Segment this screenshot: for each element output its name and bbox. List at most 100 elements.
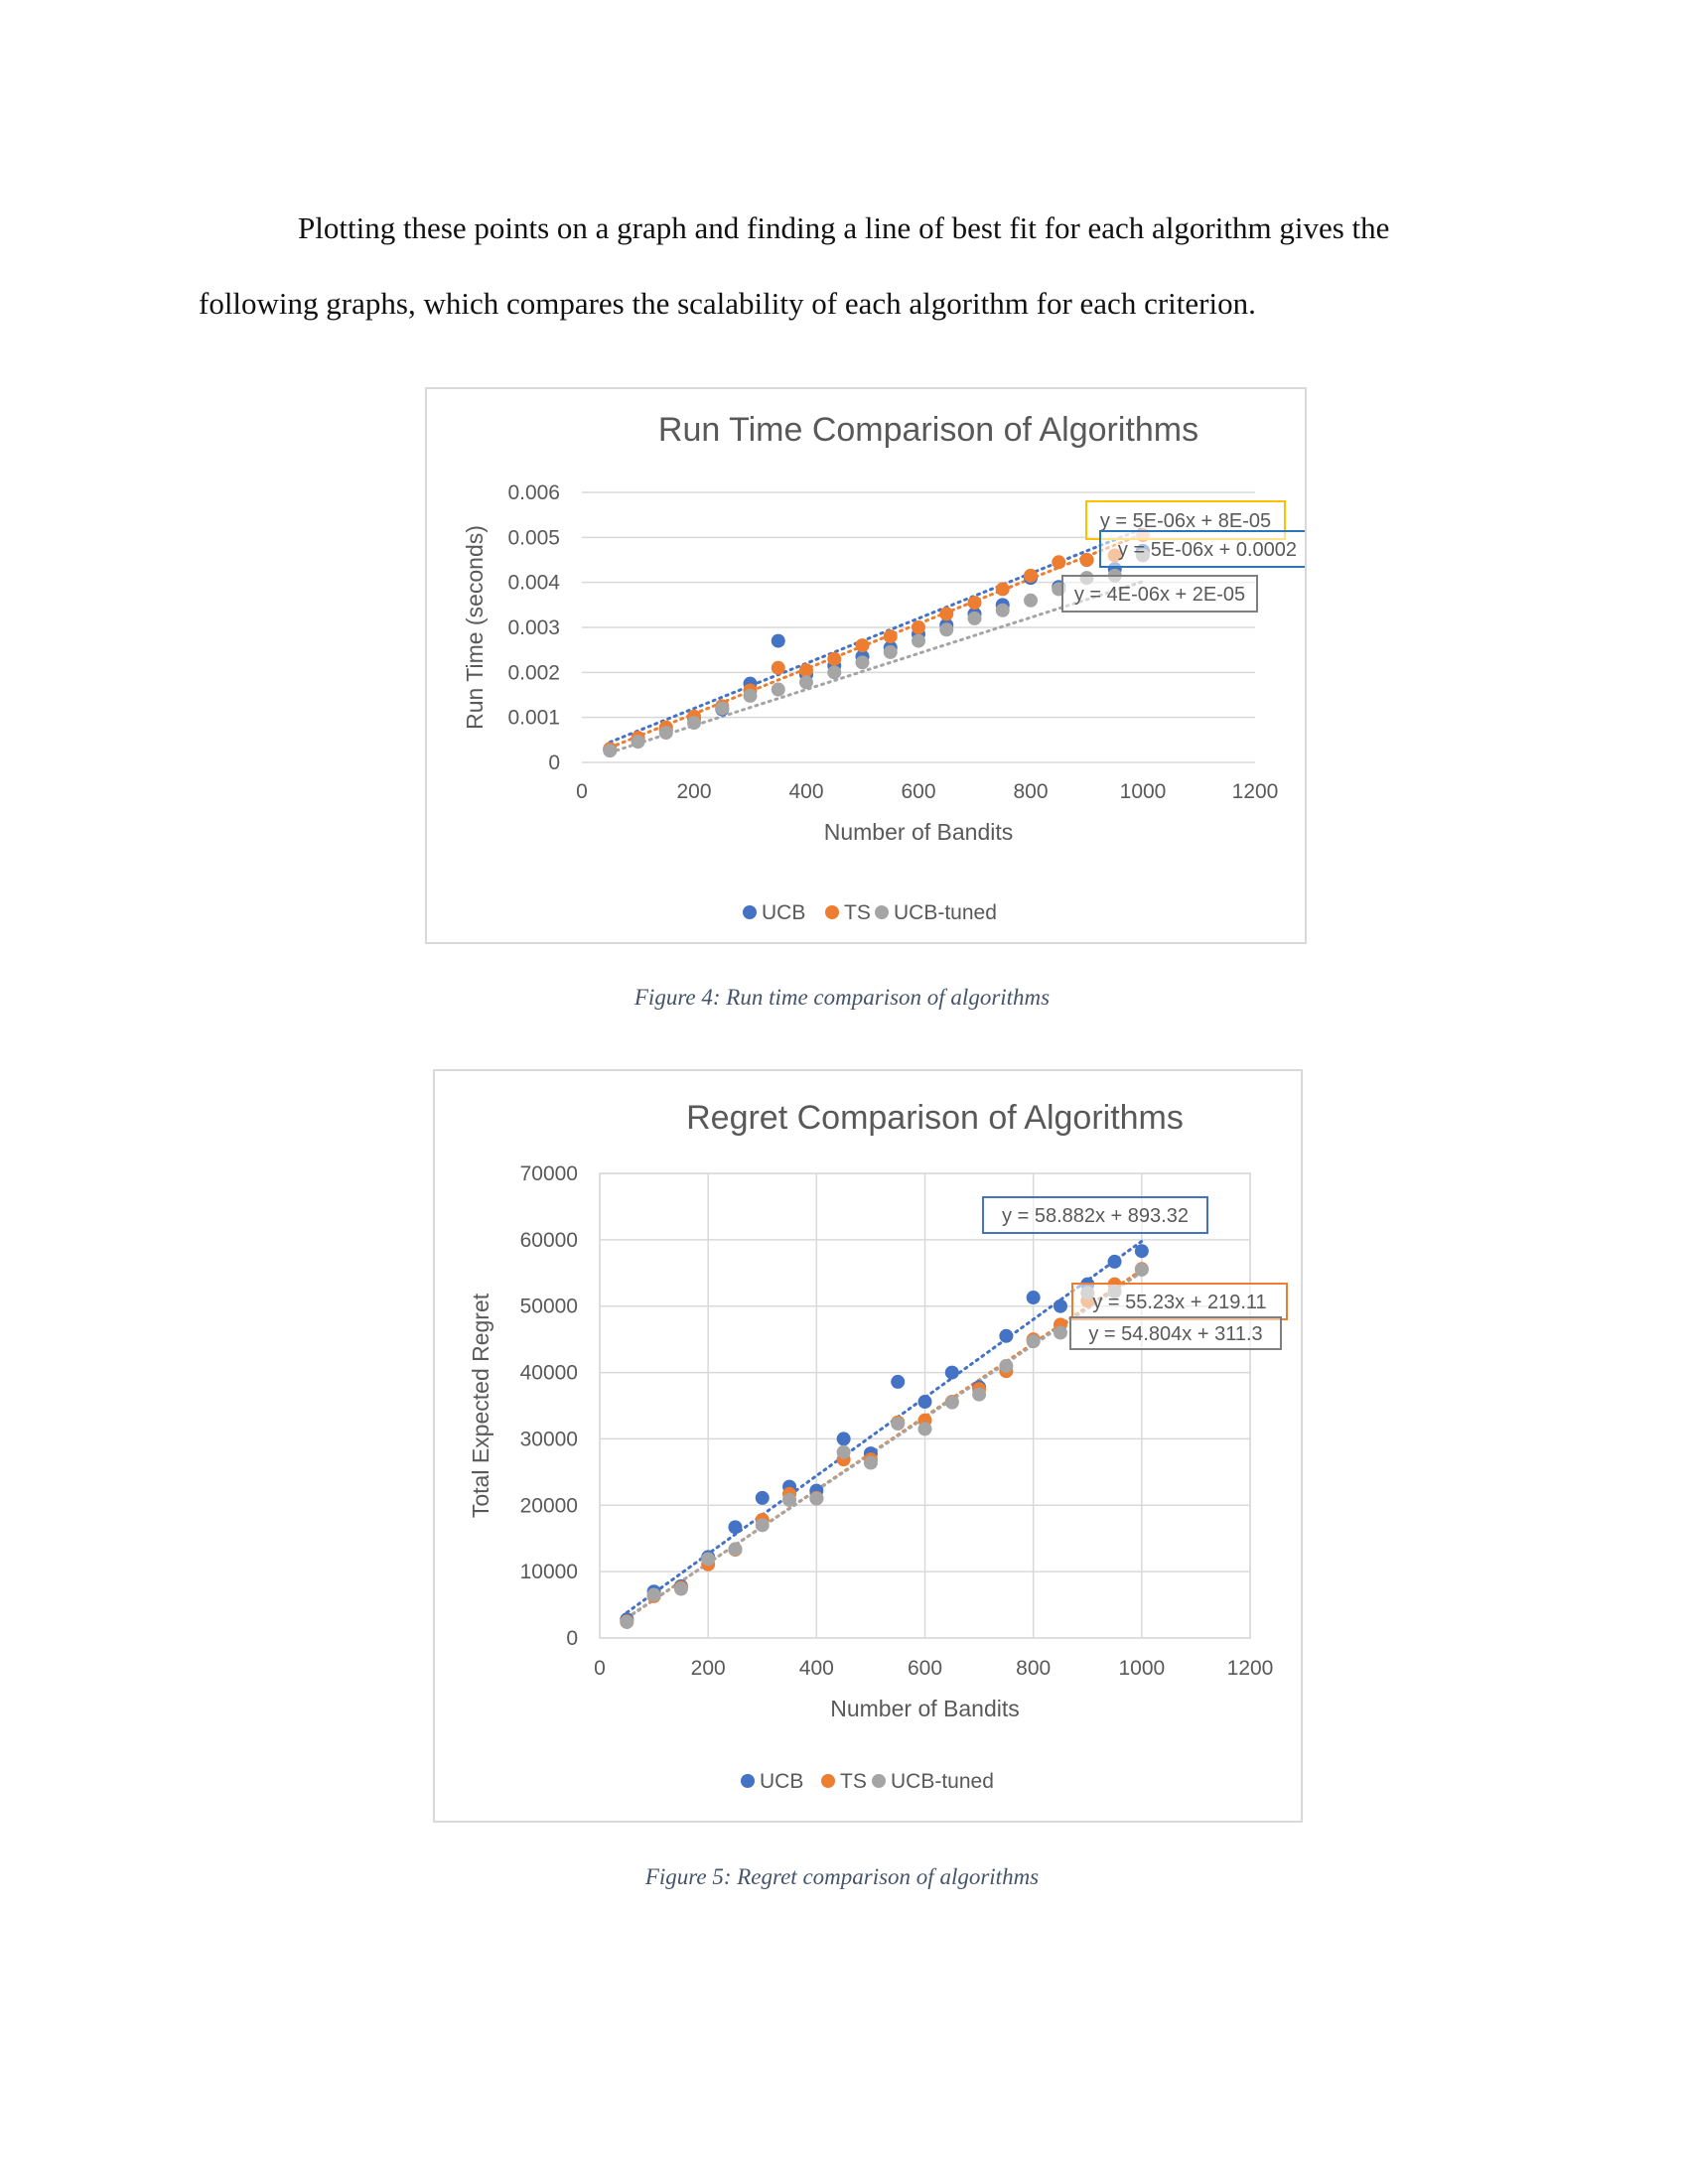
y-tick-label: 0.001 bbox=[507, 707, 560, 730]
data-point-ts bbox=[827, 651, 842, 666]
x-tick-label: 1200 bbox=[1232, 780, 1279, 803]
x-axis-label: Number of Bandits bbox=[824, 819, 1013, 845]
x-tick-label: 200 bbox=[691, 1657, 726, 1680]
data-point-ucb bbox=[836, 1432, 851, 1446]
y-axis-label: Run Time (seconds) bbox=[462, 525, 488, 730]
data-point-ucb-tuned bbox=[687, 716, 701, 731]
y-tick-label: 0.006 bbox=[507, 481, 560, 504]
chart-title: Run Time Comparison of Algorithms bbox=[658, 411, 1198, 449]
trendline-equation-label: y = 58.882x + 893.32 bbox=[1002, 1205, 1189, 1227]
runtime-chart-container: Run Time Comparison of Algorithms 0 0.001 0… bbox=[425, 387, 1307, 944]
data-point-ucb-tuned bbox=[995, 603, 1010, 617]
data-point-ucb bbox=[1107, 1254, 1122, 1269]
x-tick-label: 400 bbox=[788, 780, 823, 803]
x-axis-label: Number of Bandits bbox=[830, 1696, 1019, 1721]
data-point-ucb-tuned bbox=[939, 622, 954, 637]
data-point-ucb-tuned bbox=[728, 1542, 743, 1557]
y-tick-label: 0.003 bbox=[507, 616, 560, 639]
data-point-ucb-tuned bbox=[809, 1491, 824, 1506]
y-tick-label: 0.002 bbox=[507, 661, 560, 684]
y-tick-label: 20000 bbox=[520, 1494, 578, 1517]
x-tick-label: 800 bbox=[1013, 780, 1048, 803]
data-point-ts bbox=[967, 596, 982, 611]
y-tick-label: 10000 bbox=[520, 1561, 578, 1583]
legend-marker-ucb bbox=[741, 1774, 755, 1788]
legend-label-ucb-tuned: UCB-tuned bbox=[891, 1770, 994, 1793]
data-point-ts bbox=[799, 663, 813, 678]
intro-paragraph-text: Plotting these points on a graph and fin… bbox=[199, 210, 1390, 321]
trendline-equation-box bbox=[1099, 530, 1305, 568]
data-point-ucb-tuned bbox=[701, 1552, 716, 1567]
trendline-equation-box bbox=[982, 1196, 1208, 1234]
data-point-ucb-tuned bbox=[603, 744, 618, 758]
data-point-ucb bbox=[1053, 1298, 1067, 1313]
data-point-ts bbox=[883, 629, 898, 644]
trendline-equation-label: y = 5E-06x + 8E-05 bbox=[1100, 510, 1271, 532]
data-point-ucb-tuned bbox=[1053, 1325, 1067, 1340]
x-tick-label: 1000 bbox=[1120, 780, 1167, 803]
data-point-ucb bbox=[891, 1374, 906, 1389]
data-point-ucb-tuned bbox=[631, 735, 645, 750]
data-point-ucb-tuned bbox=[891, 1417, 906, 1432]
data-point-ucb-tuned bbox=[883, 644, 898, 659]
x-tick-label: 1000 bbox=[1118, 1657, 1165, 1680]
data-point-ucb bbox=[755, 1490, 770, 1505]
y-tick-label: 70000 bbox=[520, 1162, 578, 1185]
y-tick-label: 0.005 bbox=[507, 526, 560, 549]
y-tick-label: 60000 bbox=[520, 1229, 578, 1252]
data-point-ucb-tuned bbox=[771, 682, 785, 697]
data-point-ucb-tuned bbox=[1024, 593, 1038, 608]
y-tick-label: 40000 bbox=[520, 1362, 578, 1385]
trendline-equation-box bbox=[1069, 1316, 1282, 1350]
x-tick-label: 0 bbox=[594, 1657, 606, 1680]
trendline-equation-label: y = 4E-06x + 2E-05 bbox=[1074, 584, 1245, 606]
data-point-ucb bbox=[944, 1365, 959, 1380]
x-tick-label: 800 bbox=[1016, 1657, 1051, 1680]
y-tick-label: 0.004 bbox=[507, 572, 560, 595]
chart-title: Regret Comparison of Algorithms bbox=[686, 1099, 1184, 1137]
y-tick-label: 0 bbox=[548, 751, 560, 774]
data-point-ucb-tuned bbox=[1026, 1334, 1041, 1349]
data-point-ucb-tuned bbox=[646, 1587, 661, 1602]
data-point-ucb-tuned bbox=[967, 611, 982, 625]
legend-marker-ucb bbox=[743, 905, 757, 919]
data-point-ucb bbox=[999, 1328, 1014, 1343]
data-point-ucb-tuned bbox=[658, 726, 673, 741]
data-point-ucb-tuned bbox=[944, 1395, 959, 1410]
data-point-ts bbox=[771, 660, 785, 675]
figure-5-caption: Figure 5: Regret comparison of algorithm… bbox=[644, 1864, 1040, 1889]
regret-scatter-chart: Regret Comparison of Algorithms010000200… bbox=[468, 1099, 1288, 1793]
data-point-ucb-tuned bbox=[863, 1455, 878, 1470]
y-tick-label: 0 bbox=[566, 1627, 578, 1650]
data-point-ucb-tuned bbox=[855, 655, 870, 670]
data-point-ucb-tuned bbox=[715, 701, 730, 716]
data-point-ts bbox=[1052, 555, 1066, 570]
legend-marker-ucb-tuned bbox=[875, 905, 889, 919]
data-point-ucb-tuned bbox=[620, 1614, 634, 1629]
x-tick-label: 400 bbox=[799, 1657, 834, 1680]
legend-label-ucb: UCB bbox=[760, 1770, 803, 1793]
data-point-ucb bbox=[728, 1520, 743, 1535]
legend-marker-ts bbox=[821, 1774, 835, 1788]
data-point-ucb-tuned bbox=[782, 1492, 797, 1507]
legend-label-ucb: UCB bbox=[762, 901, 805, 924]
trendline-equation-label: y = 54.804x + 311.3 bbox=[1088, 1323, 1262, 1345]
trendline-equation-label: y = 55.23x + 219.11 bbox=[1092, 1292, 1266, 1313]
data-point-ts bbox=[855, 638, 870, 653]
legend-marker-ucb-tuned bbox=[872, 1774, 886, 1788]
legend-marker-ts bbox=[825, 905, 839, 919]
data-point-ts bbox=[912, 620, 925, 634]
intro-paragraph: Plotting these points on a graph and fin… bbox=[199, 191, 1509, 341]
data-point-ucb-tuned bbox=[836, 1444, 851, 1459]
data-point-ucb-tuned bbox=[917, 1422, 932, 1436]
y-tick-label: 50000 bbox=[520, 1296, 578, 1318]
data-point-ucb-tuned bbox=[972, 1387, 987, 1402]
x-tick-label: 0 bbox=[576, 780, 588, 803]
data-point-ts bbox=[1079, 553, 1094, 567]
data-point-ucb-tuned bbox=[827, 665, 842, 680]
data-point-ucb-tuned bbox=[673, 1581, 688, 1596]
regret-chart-container: Regret Comparison of Algorithms 0 10000 200… bbox=[433, 1069, 1303, 1823]
data-point-ts bbox=[995, 582, 1010, 597]
trendline-ts bbox=[608, 532, 1145, 750]
plot-area-border bbox=[599, 1172, 1251, 1639]
